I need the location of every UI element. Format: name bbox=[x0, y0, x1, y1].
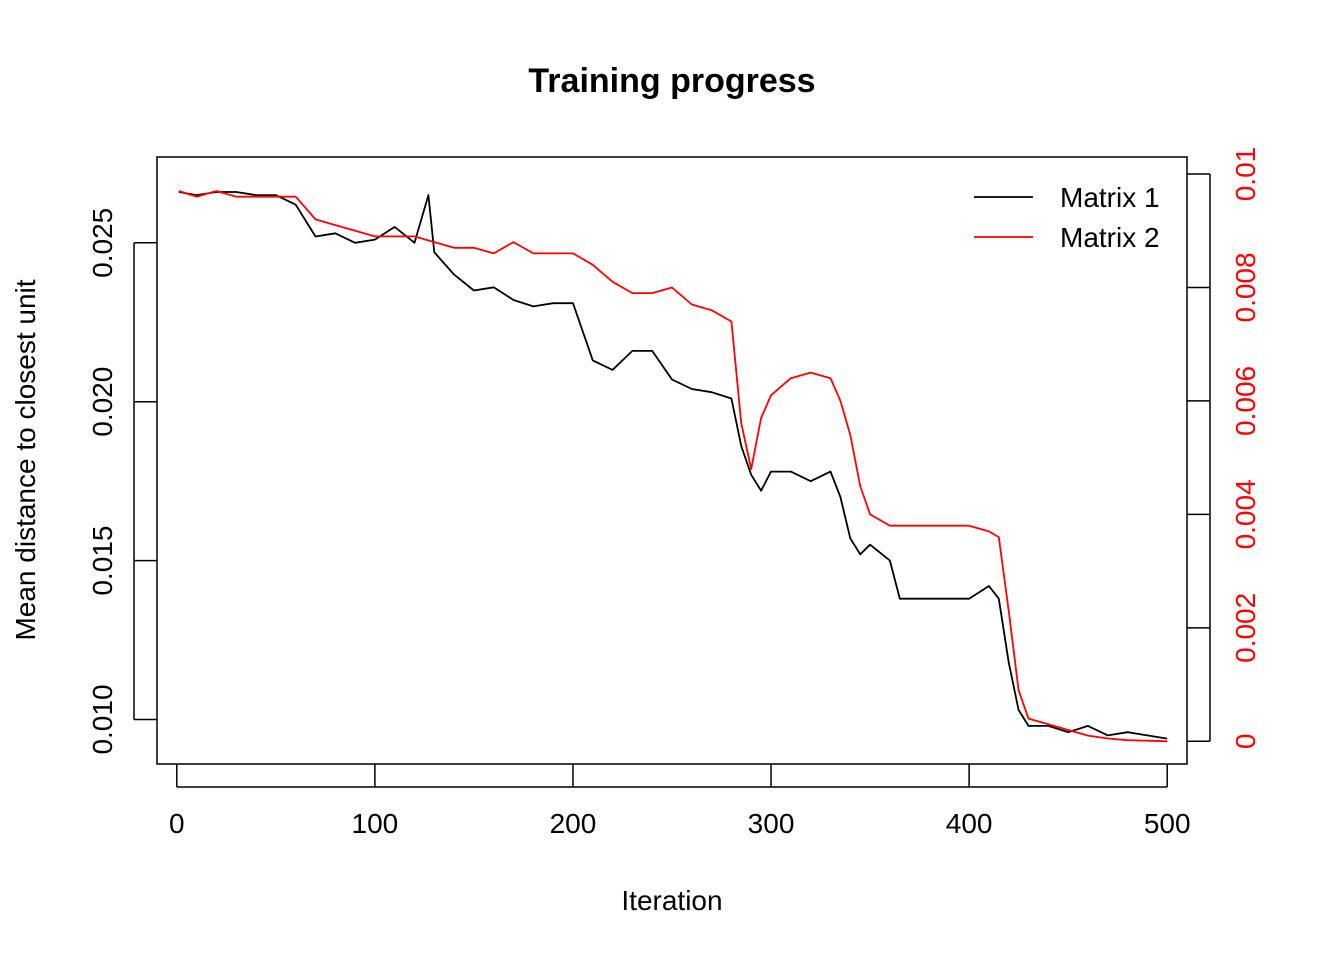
x-tick-label: 300 bbox=[748, 808, 795, 839]
x-axis: 0 100 200 300 400 500 bbox=[169, 764, 1191, 839]
legend-label: Matrix 1 bbox=[1060, 182, 1160, 213]
y-axis-left: 0.010 0.015 0.020 0.025 bbox=[87, 208, 157, 755]
x-tick-label: 0 bbox=[169, 808, 185, 839]
y-right-tick-label: 0.008 bbox=[1230, 252, 1261, 322]
series-layer bbox=[178, 190, 1168, 743]
y-left-tick-label: 0.010 bbox=[87, 684, 118, 754]
y-right-tick-label: 0.01 bbox=[1230, 147, 1261, 202]
y-right-tick-label: 0 bbox=[1230, 734, 1261, 750]
y-left-tick-label: 0.020 bbox=[87, 367, 118, 437]
series-line-matrix-2 bbox=[178, 190, 1168, 743]
x-axis-label: Iteration bbox=[621, 885, 722, 916]
y-right-tick-label: 0.004 bbox=[1230, 479, 1261, 549]
chart-title: Training progress bbox=[528, 62, 815, 100]
y-left-tick-label: 0.015 bbox=[87, 526, 118, 596]
plot-frame bbox=[156, 156, 1188, 765]
y-left-tick-label: 0.025 bbox=[87, 208, 118, 278]
legend-label: Matrix 2 bbox=[1060, 222, 1160, 253]
y-right-tick-label: 0.002 bbox=[1230, 593, 1261, 663]
x-tick-label: 200 bbox=[550, 808, 597, 839]
x-tick-label: 400 bbox=[946, 808, 993, 839]
series-line-matrix-1 bbox=[178, 191, 1168, 740]
y-right-tick-label: 0.006 bbox=[1230, 366, 1261, 436]
y-axis-right: 0 0.002 0.004 0.006 0.008 0.01 bbox=[1187, 147, 1261, 749]
y-axis-label: Mean distance to closest unit bbox=[10, 279, 41, 640]
x-tick-label: 500 bbox=[1144, 808, 1191, 839]
legend: Matrix 1 Matrix 2 bbox=[974, 182, 1160, 253]
x-tick-label: 100 bbox=[352, 808, 399, 839]
